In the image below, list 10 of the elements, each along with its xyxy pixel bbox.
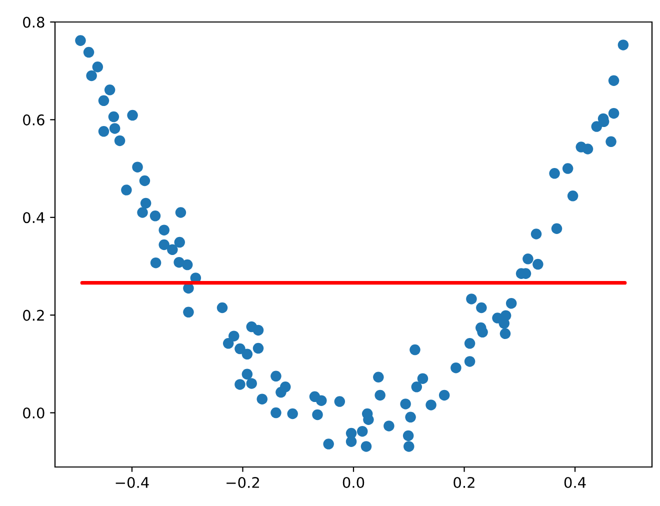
- y-tick-label: 0.8: [23, 16, 44, 28]
- x-tick-label: 0.4: [564, 476, 586, 488]
- x-tick-label: −0.2: [226, 476, 259, 488]
- y-tick-label: 0.6: [23, 114, 44, 126]
- x-tick-label: −0.4: [116, 476, 149, 488]
- y-tick-label: 0.0: [23, 407, 44, 419]
- y-tick-label: 0.4: [23, 212, 44, 224]
- x-tick-label: 0.2: [454, 476, 474, 488]
- y-tick-label: 0.2: [23, 310, 44, 321]
- x-tick-label: 0.0: [342, 476, 364, 488]
